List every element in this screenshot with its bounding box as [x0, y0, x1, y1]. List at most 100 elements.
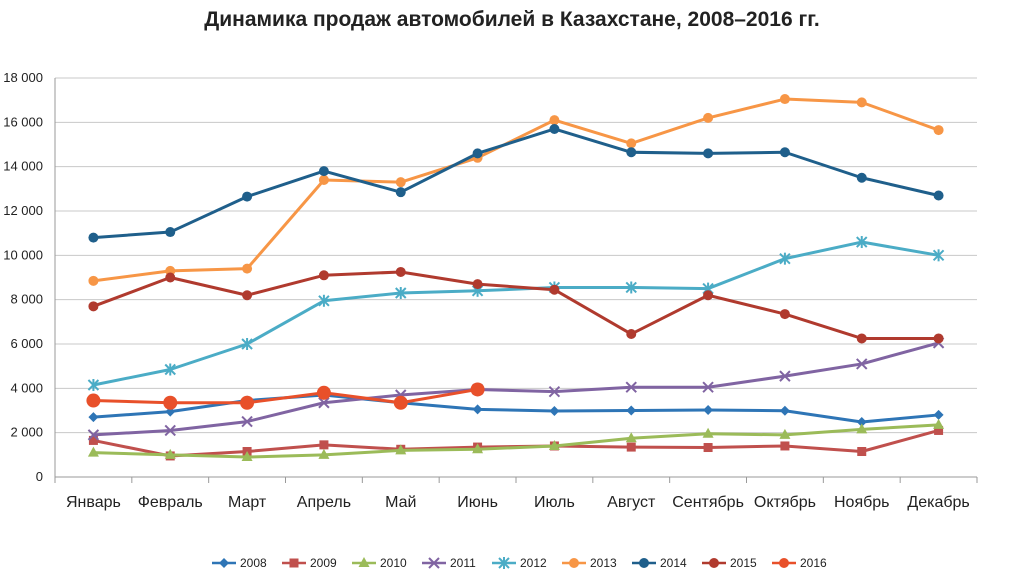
data-point-2009 — [780, 441, 790, 451]
data-point-2010 — [625, 432, 637, 443]
data-point-2012 — [625, 281, 637, 294]
data-point-2010 — [702, 427, 714, 438]
legend-item-2012: 2012 — [492, 556, 547, 570]
y-tick-label: 18 000 — [3, 70, 43, 85]
data-point-2013 — [242, 263, 253, 274]
series-2008 — [88, 389, 944, 428]
data-point-2010 — [164, 448, 176, 459]
data-point-2015 — [242, 290, 253, 301]
data-point-2015 — [549, 284, 560, 295]
data-point-2012 — [164, 363, 176, 376]
legend: 2008 2009 2010 2011 2012 2013 2014 2015 2016 — [212, 556, 827, 570]
legend-label: 2014 — [660, 556, 687, 570]
data-point-2011 — [856, 358, 868, 370]
data-point-2009 — [703, 443, 713, 453]
series-2011 — [87, 337, 945, 441]
legend-marker — [779, 558, 789, 568]
legend-label: 2013 — [590, 556, 617, 570]
legend-label: 2009 — [310, 556, 337, 570]
x-tick-label: Май — [385, 494, 416, 511]
series-line-2008 — [91, 393, 941, 424]
data-point-2014 — [703, 148, 714, 159]
x-tick-label: Июнь — [457, 494, 498, 511]
legend-item-2014: 2014 — [632, 556, 687, 570]
series-line-2014 — [91, 127, 941, 240]
y-tick-label: 12 000 — [3, 203, 43, 218]
data-point-2010 — [472, 443, 484, 454]
data-point-2009 — [857, 447, 867, 457]
data-point-2013 — [88, 275, 99, 286]
data-point-2011 — [87, 429, 100, 441]
data-point-2014 — [472, 148, 483, 159]
series-2015 — [88, 266, 944, 344]
data-point-2013 — [779, 94, 790, 105]
data-point-2009 — [626, 442, 636, 452]
x-tick-label: Ноябрь — [834, 494, 890, 511]
chart-title: Динамика продаж автомобилей в Казахстане… — [204, 8, 820, 31]
y-tick-label: 14 000 — [3, 159, 43, 174]
legend-item-2013: 2013 — [562, 556, 617, 570]
data-point-2013 — [856, 97, 867, 108]
series-2010 — [87, 418, 945, 462]
data-point-2010 — [241, 451, 253, 462]
data-point-2016 — [316, 385, 331, 400]
legend-label: 2008 — [240, 556, 267, 570]
data-point-2015 — [318, 270, 329, 281]
data-point-2010 — [318, 448, 330, 459]
data-point-2014 — [395, 187, 406, 198]
data-point-2009 — [319, 440, 329, 450]
data-point-2012 — [87, 379, 100, 392]
data-point-2015 — [703, 290, 714, 301]
data-point-2013 — [626, 138, 637, 149]
series-2014 — [88, 123, 944, 243]
legend-marker — [219, 558, 229, 568]
legend-marker — [709, 558, 719, 568]
data-point-2014 — [242, 191, 253, 202]
x-tick-label: Август — [607, 494, 656, 511]
data-point-2011 — [779, 370, 791, 382]
data-point-2011 — [548, 385, 561, 398]
data-point-2008 — [549, 405, 560, 416]
data-point-2009 — [88, 435, 98, 445]
legend-item-2011: 2011 — [422, 556, 476, 570]
legend-item-2010: 2010 — [352, 556, 407, 570]
data-point-2008 — [779, 405, 790, 416]
y-tick-label: 0 — [36, 469, 43, 484]
data-point-2014 — [779, 147, 790, 158]
data-point-2010 — [933, 418, 945, 429]
x-tick-label: Февраль — [138, 494, 203, 511]
data-point-2014 — [933, 190, 944, 201]
x-tick-label: Октябрь — [754, 494, 816, 511]
series-2012 — [87, 236, 945, 392]
data-point-2008 — [626, 405, 637, 416]
legend-marker — [358, 557, 370, 567]
data-point-2016 — [86, 393, 101, 408]
data-point-2010 — [779, 428, 791, 439]
legend-label: 2010 — [380, 556, 407, 570]
x-tick-label: Декабрь — [907, 494, 969, 511]
data-point-2015 — [472, 279, 483, 290]
series-2016 — [86, 382, 485, 410]
data-point-2010 — [87, 446, 99, 457]
data-point-2015 — [88, 301, 99, 312]
data-point-2010 — [395, 444, 407, 455]
series-line-2012 — [91, 240, 941, 387]
data-point-2011 — [318, 397, 330, 409]
data-point-2014 — [165, 227, 176, 238]
x-tick-label: Апрель — [297, 494, 351, 511]
data-point-2013 — [703, 112, 714, 123]
data-point-2008 — [472, 404, 483, 415]
data-point-2016 — [163, 395, 178, 410]
data-point-2012 — [856, 236, 868, 249]
data-point-2016 — [393, 395, 408, 410]
data-point-2013 — [318, 174, 329, 185]
legend-marker — [428, 557, 440, 569]
x-tick-label: Сентябрь — [672, 494, 744, 511]
data-point-2012 — [318, 294, 330, 307]
data-point-2013 — [395, 177, 406, 188]
data-point-2012 — [932, 249, 945, 262]
legend-label: 2012 — [520, 556, 547, 570]
y-tick-label: 8 000 — [10, 292, 43, 307]
data-point-2012 — [779, 252, 791, 265]
